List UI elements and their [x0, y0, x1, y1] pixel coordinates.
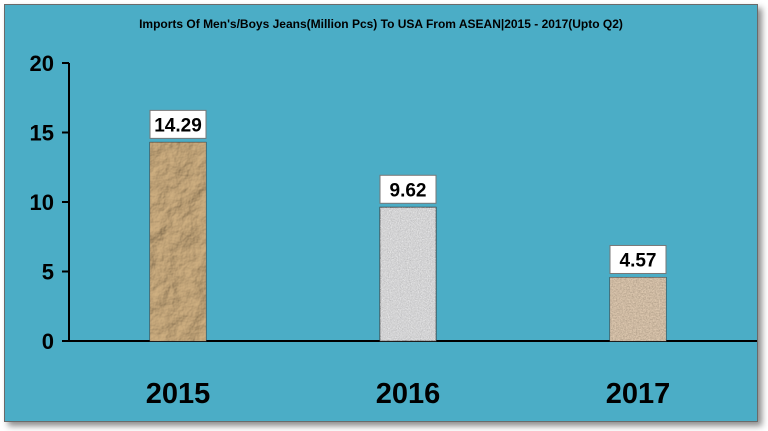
data-labels: 14.29 9.62 4.57: [149, 109, 667, 274]
x-tick-label: 2015: [146, 378, 211, 410]
axes: 0 5 10 15 20 2015 2016 2017: [30, 51, 757, 410]
data-label-box: [379, 174, 437, 204]
bars: [149, 141, 667, 342]
data-label-box: [609, 244, 667, 274]
bar-chart: 0 5 10 15 20 2015 2016 2017 14.29 9.62 4.57: [30, 51, 757, 410]
y-tick-label: 0: [42, 329, 54, 354]
x-tick-label: 2017: [606, 378, 671, 410]
chart-title: Imports Of Men's/Boys Jeans(Million Pcs)…: [139, 17, 623, 31]
bar-texture-2017: [610, 277, 666, 341]
y-tick-label: 15: [30, 121, 54, 146]
y-tick-label: 10: [30, 190, 54, 215]
y-tick-label: 20: [30, 51, 54, 76]
bar-texture-2016: [380, 207, 436, 341]
data-label: 9.62: [390, 180, 427, 201]
data-label-box: [149, 109, 207, 139]
data-label: 4.57: [620, 250, 657, 271]
y-tick-label: 5: [42, 260, 54, 285]
data-label: 14.29: [154, 115, 202, 136]
chart-frame: Imports Of Men's/Boys Jeans(Million Pcs)…: [4, 4, 758, 422]
x-tick-label: 2016: [376, 378, 441, 410]
bar-texture-2015: [150, 142, 206, 341]
